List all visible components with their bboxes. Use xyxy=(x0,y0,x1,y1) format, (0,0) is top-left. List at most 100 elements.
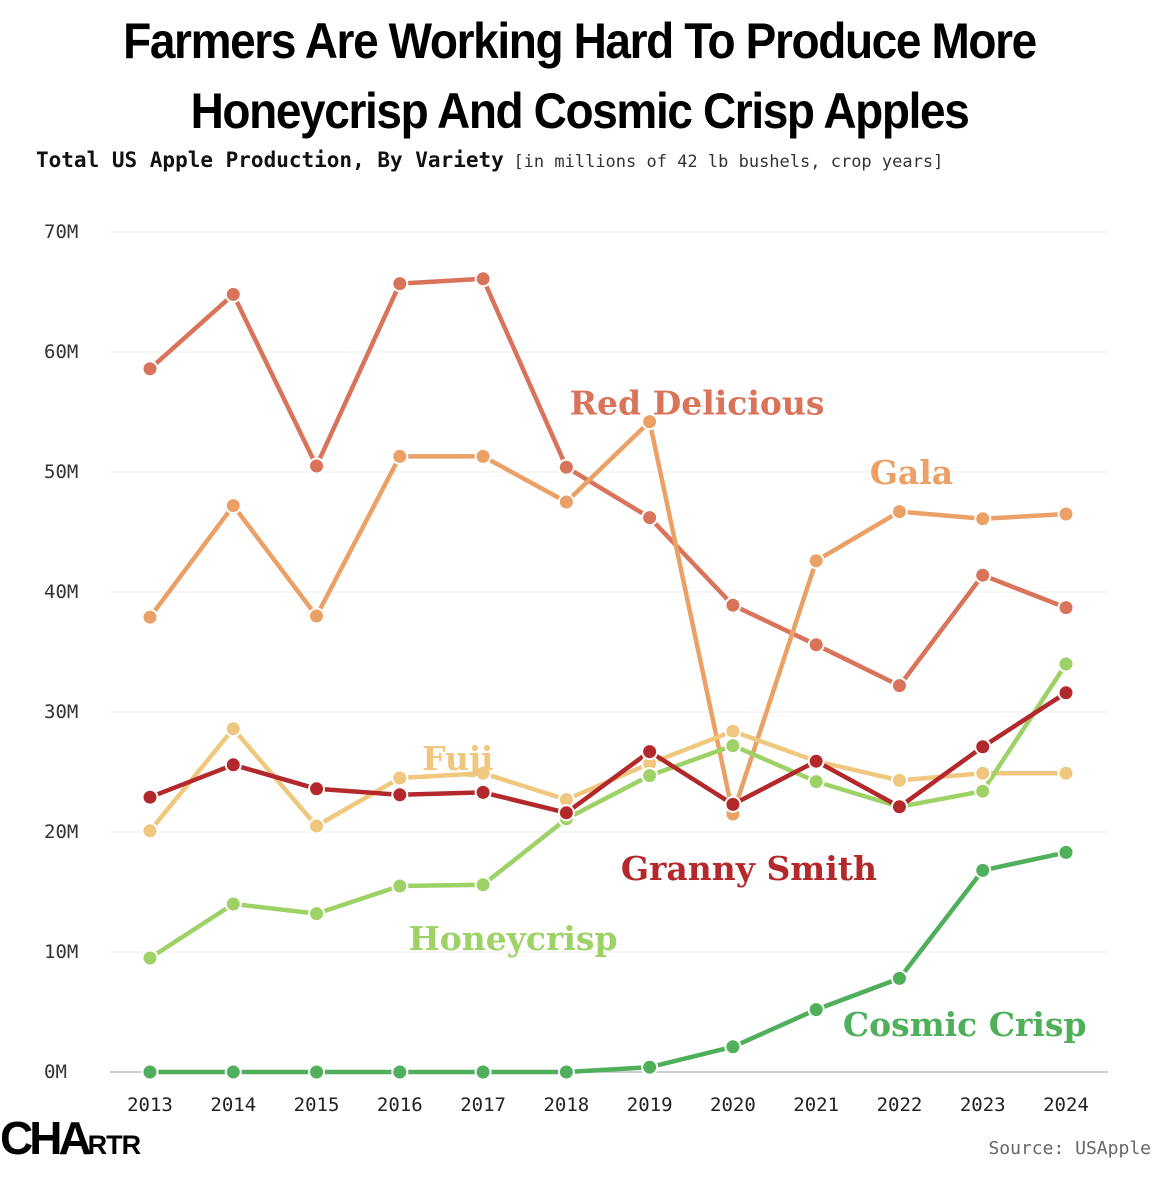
red-delicious-point xyxy=(141,360,159,378)
fuji-point xyxy=(391,769,409,787)
x-tick-label: 2021 xyxy=(793,1094,839,1116)
fuji-point xyxy=(1057,764,1075,782)
x-tick-label: 2015 xyxy=(294,1094,340,1116)
granny-smith-points xyxy=(141,684,1075,822)
cosmic-crisp-points xyxy=(141,843,1075,1081)
x-tick-label: 2017 xyxy=(460,1094,506,1116)
cosmic-crisp-point xyxy=(890,969,908,987)
granny-smith-point xyxy=(974,738,992,756)
granny-smith-point xyxy=(308,780,326,798)
fuji-point xyxy=(474,764,492,782)
y-tick-label: 50M xyxy=(44,461,78,483)
y-tick-label: 60M xyxy=(44,341,78,363)
gala-point xyxy=(474,447,492,465)
gala-line xyxy=(147,419,1069,817)
gala-point xyxy=(391,447,409,465)
logo-suffix: RTR xyxy=(87,1130,141,1160)
y-tick-label: 30M xyxy=(44,701,78,723)
red-delicious-point xyxy=(807,636,825,654)
cosmic-crisp-point xyxy=(1057,843,1075,861)
y-axis-ticks: 0M 10M 20M 30M 40M 50M 60M 70M xyxy=(44,221,78,1083)
chart-title-line-1: Farmers Are Working Hard To Produce More xyxy=(123,13,1037,69)
granny-smith-point xyxy=(807,752,825,770)
honeycrisp-point xyxy=(807,773,825,791)
unit-note: [in millions of 42 lb bushels, crop year… xyxy=(513,152,944,172)
red-delicious-point xyxy=(974,566,992,584)
cosmic-crisp-point xyxy=(224,1063,242,1081)
red-delicious-point xyxy=(474,270,492,288)
gala-point xyxy=(308,607,326,625)
fuji-point xyxy=(724,722,742,740)
cosmic-crisp-point xyxy=(308,1063,326,1081)
red-delicious-point xyxy=(641,509,659,527)
cosmic-crisp-point xyxy=(474,1063,492,1081)
granny-smith-point xyxy=(141,788,159,806)
gala-point xyxy=(890,503,908,521)
granny-smith-line xyxy=(147,690,1069,816)
chartr-logo: CHARTR xyxy=(0,1112,141,1171)
cosmic-crisp-label: Cosmic Crisp xyxy=(843,1005,1087,1044)
cosmic-crisp-point xyxy=(724,1038,742,1056)
honeycrisp-point xyxy=(974,782,992,800)
cosmic-crisp-point xyxy=(807,1001,825,1019)
gala-label: Gala xyxy=(870,453,953,492)
fuji-label: Fuji xyxy=(422,739,493,778)
red-delicious-line xyxy=(147,276,1069,688)
granny-smith-point xyxy=(557,804,575,822)
red-delicious-points xyxy=(141,270,1075,695)
honeycrisp-point xyxy=(1057,655,1075,673)
x-axis-ticks: 2013 2014 2015 2016 2017 2018 2019 2020 2021 2022… xyxy=(127,1094,1089,1116)
x-tick-label: 2016 xyxy=(377,1094,423,1116)
red-delicious-point xyxy=(1057,599,1075,617)
subtitle-text: Total US Apple Production, By Variety xyxy=(36,148,504,172)
series-lines xyxy=(147,276,1069,1075)
fuji-point xyxy=(308,817,326,835)
honeycrisp-line xyxy=(147,661,1069,961)
gala-point xyxy=(974,510,992,528)
granny-smith-label: Granny Smith xyxy=(621,849,877,888)
honeycrisp-point xyxy=(308,905,326,923)
red-delicious-point xyxy=(391,275,409,293)
x-tick-label: 2023 xyxy=(960,1094,1006,1116)
cosmic-crisp-point xyxy=(641,1058,659,1076)
red-delicious-point xyxy=(724,596,742,614)
granny-smith-point xyxy=(474,783,492,801)
gala-point xyxy=(641,413,659,431)
y-tick-label: 10M xyxy=(44,941,78,963)
fuji-point xyxy=(224,720,242,738)
fuji-point xyxy=(890,771,908,789)
gala-point xyxy=(1057,505,1075,523)
honeycrisp-point xyxy=(641,767,659,785)
cosmic-crisp-line xyxy=(147,850,1069,1075)
x-tick-label: 2019 xyxy=(627,1094,673,1116)
honeycrisp-label: Honeycrisp xyxy=(409,919,618,958)
honeycrisp-point xyxy=(474,876,492,894)
granny-smith-point xyxy=(391,786,409,804)
gala-point xyxy=(141,608,159,626)
honeycrisp-point xyxy=(391,877,409,895)
red-delicious-point xyxy=(557,458,575,476)
source-note: Source: USApple xyxy=(988,1138,1151,1159)
chart-subtitle: Total US Apple Production, By Variety [i… xyxy=(36,148,943,172)
x-tick-label: 2020 xyxy=(710,1094,756,1116)
red-delicious-point xyxy=(308,457,326,475)
gala-point xyxy=(557,493,575,511)
honeycrisp-point xyxy=(724,737,742,755)
cosmic-crisp-point xyxy=(141,1063,159,1081)
x-tick-label: 2013 xyxy=(127,1094,173,1116)
granny-smith-point xyxy=(641,743,659,761)
y-tick-label: 0M xyxy=(44,1061,67,1083)
granny-smith-point xyxy=(890,798,908,816)
x-tick-label: 2022 xyxy=(877,1094,923,1116)
granny-smith-point xyxy=(724,795,742,813)
red-delicious-label: Red Delicious xyxy=(570,384,825,423)
fuji-point xyxy=(974,764,992,782)
granny-smith-point xyxy=(1057,684,1075,702)
y-tick-label: 20M xyxy=(44,821,78,843)
x-tick-label: 2014 xyxy=(210,1094,256,1116)
cosmic-crisp-point xyxy=(391,1063,409,1081)
y-tick-label: 70M xyxy=(44,221,78,243)
chart-title-line-2: Honeycrisp And Cosmic Crisp Apples xyxy=(190,83,970,139)
